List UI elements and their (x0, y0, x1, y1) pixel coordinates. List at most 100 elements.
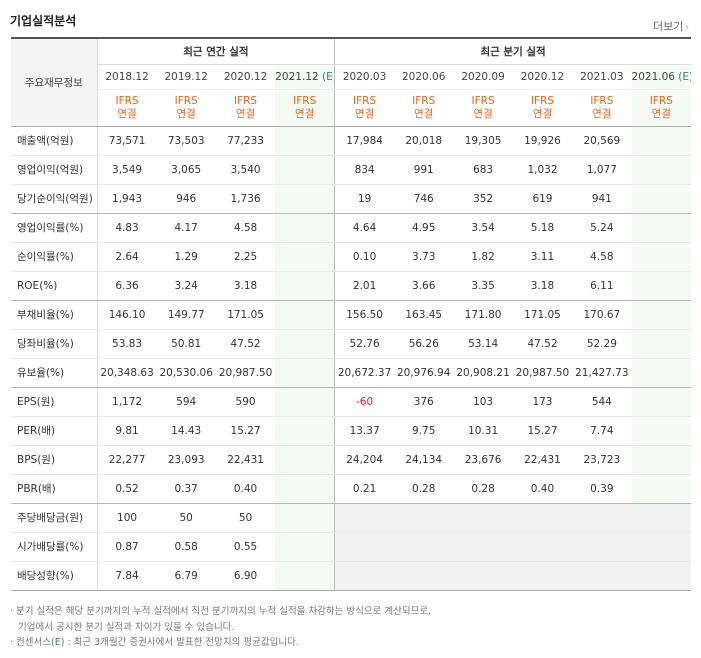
quarter-value-cell: 53.14 (453, 329, 513, 359)
quarter-value-cell: 163.45 (394, 300, 454, 330)
period-label: 2019.12 (164, 70, 208, 83)
annual-value-cell (275, 416, 335, 446)
quarter-value-cell (572, 503, 632, 533)
quarter-value-cell: 941 (572, 184, 632, 214)
quarter-value-cell: 103 (453, 387, 513, 417)
annual-value-cell: 590 (215, 387, 276, 417)
period-header-quarter-1: 2020.06 (394, 64, 454, 90)
quarter-value-cell: 3.66 (394, 271, 454, 301)
consolidated-label: 연결 (176, 107, 196, 120)
period-header-quarter-5: 2021.06 (E) (631, 64, 691, 90)
footnote-quarterly: · 분기 실적은 해당 분기까지의 누적 실적에서 직전 분기까지의 누적 실적… (10, 606, 432, 617)
annual-value-cell: 146.10 (97, 300, 157, 330)
quarter-value-cell (631, 155, 691, 185)
quarter-value-cell: 0.10 (334, 242, 395, 272)
annual-value-cell: 1,736 (215, 184, 276, 214)
quarter-value-cell: 619 (512, 184, 573, 214)
quarter-value-cell: 352 (453, 184, 513, 214)
consolidated-label: 연결 (414, 107, 434, 120)
annual-value-cell: 7.84 (97, 561, 157, 591)
period-label: 2021.12 (275, 70, 319, 83)
table-row: 매출액(억원) 73,571 73,503 77,233 17,984 20,018 19,… (11, 126, 691, 156)
quarter-value-cell: 19 (334, 184, 395, 214)
quarter-value-cell (512, 532, 573, 562)
quarter-value-cell (394, 532, 454, 562)
annual-value-cell: 6.79 (156, 561, 216, 591)
period-label: 2018.12 (105, 70, 149, 83)
annual-value-cell: 73,571 (97, 126, 157, 156)
row-label: BPS(원) (11, 445, 98, 475)
annual-value-cell: 3,549 (97, 155, 157, 185)
quarter-value-cell: 24,134 (394, 445, 454, 475)
quarter-value-cell: 21,427.73 (572, 358, 632, 388)
annual-value-cell: 2.64 (97, 242, 157, 272)
row-label: 당기순이익(억원) (11, 184, 98, 214)
annual-value-cell (275, 329, 335, 359)
consolidated-label: 연결 (117, 107, 137, 120)
quarter-group-header: 최근 분기 실적 (334, 37, 691, 65)
annual-value-cell: 50 (156, 503, 216, 533)
period-header-annual-3: 2021.12 (E) (275, 64, 335, 90)
chevron-right-icon: › (685, 23, 689, 33)
annual-value-cell: 1.29 (156, 242, 216, 272)
annual-value-cell: 2.25 (215, 242, 276, 272)
annual-value-cell: 149.77 (156, 300, 216, 330)
quarter-value-cell: 6.11 (572, 271, 632, 301)
ifrs-badge-annual-1: IFRS 연결 (156, 89, 216, 127)
footnote-consensus: · 컨센서스(E) : 최근 3개월간 증권사에서 발표한 전망치의 평균값입니… (10, 635, 431, 651)
quarter-value-cell: 1,032 (512, 155, 573, 185)
quarter-value-cell: 20,018 (394, 126, 454, 156)
table-row: 당좌비율(%) 53.83 50.81 47.52 52.76 56.26 53.14 47.… (11, 329, 691, 359)
ifrs-label: IFRS (115, 94, 139, 107)
annual-value-cell: 47.52 (215, 329, 276, 359)
period-label: 2021.06 (631, 70, 675, 83)
ifrs-badge-annual-0: IFRS 연결 (97, 89, 157, 127)
annual-value-cell (275, 184, 335, 214)
quarter-value-cell: -60 (334, 387, 395, 417)
annual-value-cell: 1,172 (97, 387, 157, 417)
quarter-value-cell: 0.40 (512, 474, 573, 504)
quarter-value-cell (334, 532, 395, 562)
annual-value-cell: 22,431 (215, 445, 276, 475)
more-link[interactable]: 더보기 › (653, 18, 689, 34)
annual-value-cell (275, 474, 335, 504)
ifrs-badge-quarter-5: IFRS 연결 (631, 89, 691, 127)
ifrs-label: IFRS (471, 94, 495, 107)
annual-value-cell: 0.87 (97, 532, 157, 562)
annual-value-cell: 3,540 (215, 155, 276, 185)
quarter-value-cell (631, 387, 691, 417)
row-label: ROE(%) (11, 271, 98, 301)
quarter-value-cell: 20,569 (572, 126, 632, 156)
ifrs-label: IFRS (412, 94, 436, 107)
ifrs-badge-quarter-3: IFRS 연결 (512, 89, 573, 127)
quarter-value-cell (631, 213, 691, 243)
ifrs-badge-annual-3: IFRS 연결 (275, 89, 335, 127)
annual-value-cell: 171.05 (215, 300, 276, 330)
row-label: 배당성향(%) (11, 561, 98, 591)
annual-value-cell: 100 (97, 503, 157, 533)
financial-table: 주요재무정보 최근 연간 실적 최근 분기 실적 2018.12 2019.12 2… (11, 37, 691, 591)
quarter-value-cell: 20,908.21 (453, 358, 513, 388)
footnote-quarterly-cont: 기업에서 공시한 분기 실적과 차이가 있을 수 있습니다. (18, 621, 235, 633)
annual-value-cell (275, 271, 335, 301)
quarter-value-cell: 4.95 (394, 213, 454, 243)
quarter-value-cell: 15.27 (512, 416, 573, 446)
quarter-value-cell (631, 445, 691, 475)
quarter-value-cell: 17,984 (334, 126, 395, 156)
table-row: PER(배) 9.81 14.43 15.27 13.37 9.75 10.31 15.27 7… (11, 416, 691, 446)
annual-value-cell: 946 (156, 184, 216, 214)
annual-value-cell: 0.37 (156, 474, 216, 504)
quarter-value-cell (512, 561, 573, 591)
section-title: 기업실적분석 (10, 14, 77, 28)
annual-value-cell: 4.17 (156, 213, 216, 243)
quarter-value-cell (572, 561, 632, 591)
more-label[interactable]: 더보기 (653, 20, 684, 33)
row-label: 영업이익(억원) (11, 155, 98, 185)
period-label: 2020.03 (342, 70, 387, 83)
consolidated-label: 연결 (235, 107, 256, 120)
table-row: ROE(%) 6.36 3.24 3.18 2.01 3.66 3.35 3.18 6.11 (11, 271, 691, 301)
annual-value-cell (275, 445, 335, 475)
quarter-value-cell: 20,976.94 (394, 358, 454, 388)
annual-value-cell (275, 126, 335, 156)
footnote-consensus-prefix: · 컨센서스 (10, 637, 51, 648)
